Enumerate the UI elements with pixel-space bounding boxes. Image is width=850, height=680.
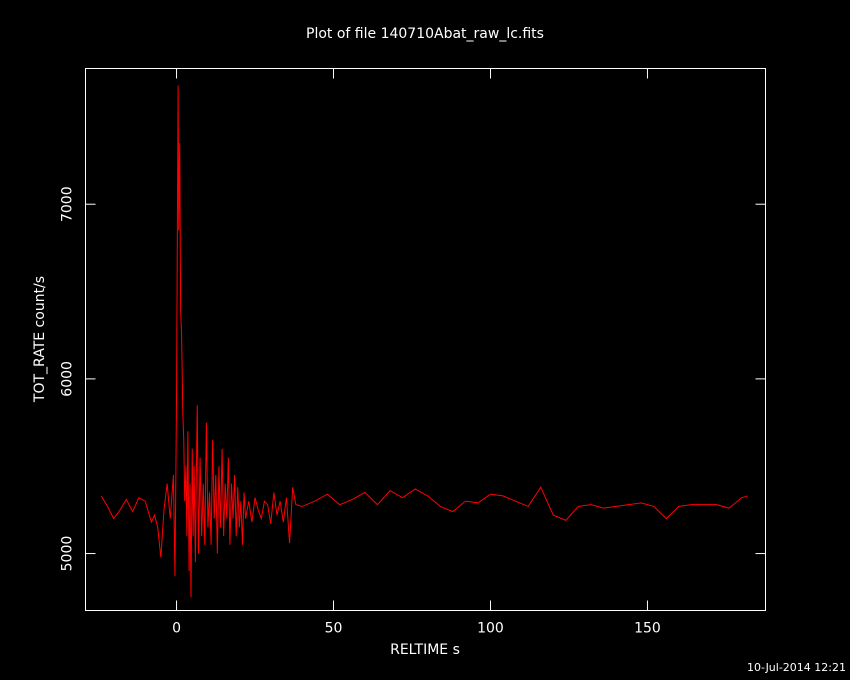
y-tick-label: 6000 — [60, 361, 76, 397]
x-tick-label: 50 — [325, 621, 343, 637]
y-tick-label: 7000 — [60, 186, 76, 222]
y-tick-label: 5000 — [60, 536, 76, 572]
y-axis-label: TOT_RATE count/s — [32, 276, 48, 403]
chart-title: Plot of file 140710Abat_raw_lc.fits — [306, 26, 544, 42]
x-tick-label: 100 — [477, 621, 504, 637]
plot-frame — [85, 68, 766, 611]
timestamp: 10-Jul-2014 12:21 — [747, 661, 846, 674]
data-line — [100, 85, 749, 598]
x-tick-label: 150 — [634, 621, 661, 637]
x-axis-label: RELTIME s — [390, 642, 460, 658]
x-tick-label: 0 — [172, 621, 181, 637]
